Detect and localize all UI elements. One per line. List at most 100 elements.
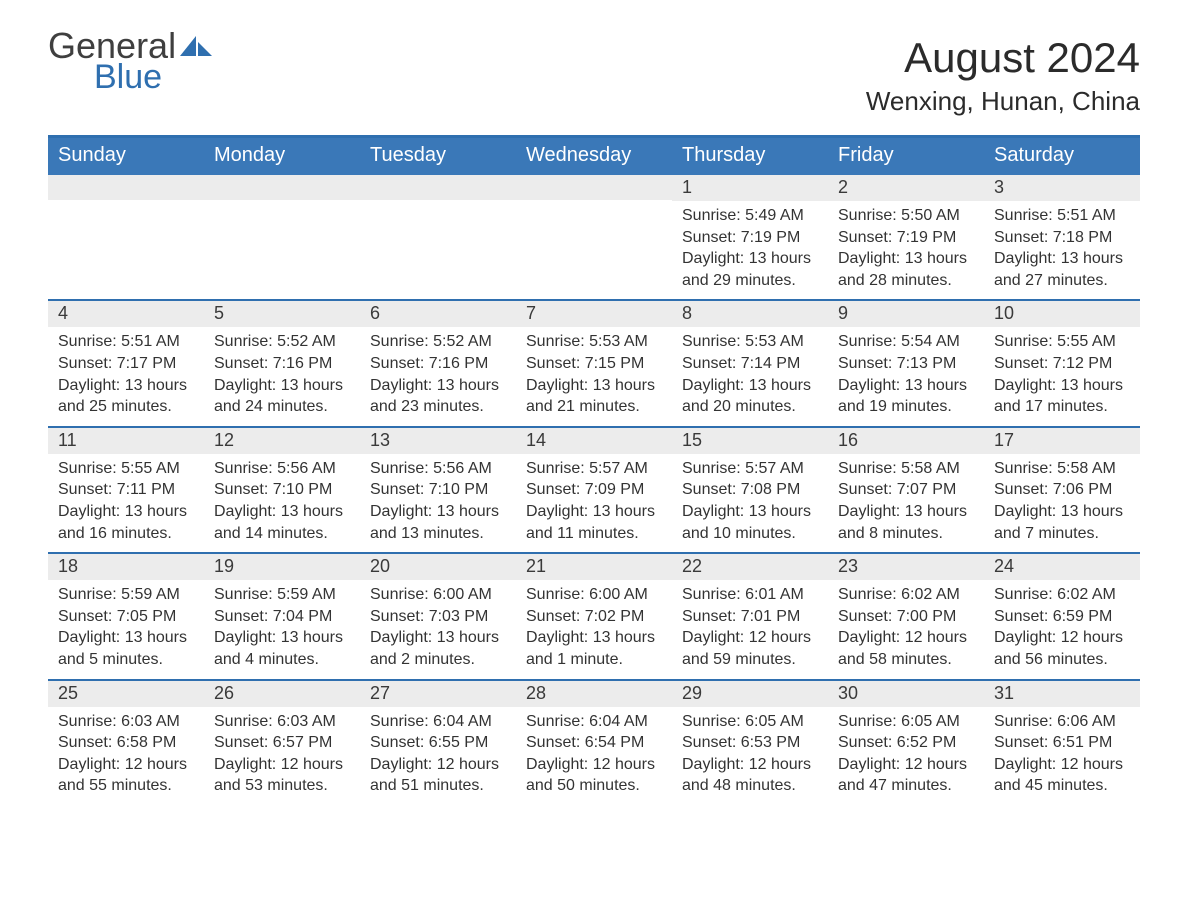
sunrise-text: Sunrise: 5:58 AM <box>994 458 1130 480</box>
sunset-text: Sunset: 7:09 PM <box>526 479 662 501</box>
dayname-monday: Monday <box>204 138 360 175</box>
daylight-text-line2: and 4 minutes. <box>214 649 350 671</box>
sunrise-text: Sunrise: 5:53 AM <box>526 331 662 353</box>
calendar-day-cell <box>48 175 204 299</box>
day-details: Sunrise: 5:51 AMSunset: 7:17 PMDaylight:… <box>48 327 204 417</box>
calendar-day-cell: 6Sunrise: 5:52 AMSunset: 7:16 PMDaylight… <box>360 301 516 425</box>
calendar-day-cell: 19Sunrise: 5:59 AMSunset: 7:04 PMDayligh… <box>204 554 360 678</box>
calendar-day-cell <box>516 175 672 299</box>
sunset-text: Sunset: 7:10 PM <box>214 479 350 501</box>
day-details: Sunrise: 6:00 AMSunset: 7:03 PMDaylight:… <box>360 580 516 670</box>
sunset-text: Sunset: 6:55 PM <box>370 732 506 754</box>
day-details: Sunrise: 6:00 AMSunset: 7:02 PMDaylight:… <box>516 580 672 670</box>
sunrise-text: Sunrise: 6:06 AM <box>994 711 1130 733</box>
day-number: 29 <box>672 681 828 707</box>
day-number <box>360 175 516 200</box>
day-details: Sunrise: 6:05 AMSunset: 6:53 PMDaylight:… <box>672 707 828 797</box>
daylight-text-line2: and 1 minute. <box>526 649 662 671</box>
day-details: Sunrise: 5:55 AMSunset: 7:12 PMDaylight:… <box>984 327 1140 417</box>
calendar-day-cell: 24Sunrise: 6:02 AMSunset: 6:59 PMDayligh… <box>984 554 1140 678</box>
day-number: 31 <box>984 681 1140 707</box>
sail-icon <box>180 34 214 62</box>
calendar-day-cell: 7Sunrise: 5:53 AMSunset: 7:15 PMDaylight… <box>516 301 672 425</box>
sunrise-text: Sunrise: 6:05 AM <box>838 711 974 733</box>
calendar-day-cell: 28Sunrise: 6:04 AMSunset: 6:54 PMDayligh… <box>516 681 672 805</box>
daylight-text-line2: and 23 minutes. <box>370 396 506 418</box>
sunrise-text: Sunrise: 5:51 AM <box>994 205 1130 227</box>
day-number <box>48 175 204 200</box>
dayname-saturday: Saturday <box>984 138 1140 175</box>
logo-text-blue: Blue <box>94 60 214 94</box>
calendar-day-cell: 1Sunrise: 5:49 AMSunset: 7:19 PMDaylight… <box>672 175 828 299</box>
day-details: Sunrise: 5:57 AMSunset: 7:09 PMDaylight:… <box>516 454 672 544</box>
day-details: Sunrise: 6:02 AMSunset: 6:59 PMDaylight:… <box>984 580 1140 670</box>
calendar-day-cell: 13Sunrise: 5:56 AMSunset: 7:10 PMDayligh… <box>360 428 516 552</box>
sunrise-text: Sunrise: 5:52 AM <box>214 331 350 353</box>
day-details: Sunrise: 6:04 AMSunset: 6:54 PMDaylight:… <box>516 707 672 797</box>
sunrise-text: Sunrise: 5:56 AM <box>370 458 506 480</box>
day-details: Sunrise: 5:59 AMSunset: 7:04 PMDaylight:… <box>204 580 360 670</box>
calendar-day-cell: 10Sunrise: 5:55 AMSunset: 7:12 PMDayligh… <box>984 301 1140 425</box>
daylight-text-line2: and 7 minutes. <box>994 523 1130 545</box>
day-details: Sunrise: 6:01 AMSunset: 7:01 PMDaylight:… <box>672 580 828 670</box>
day-details: Sunrise: 5:52 AMSunset: 7:16 PMDaylight:… <box>204 327 360 417</box>
day-number: 9 <box>828 301 984 327</box>
daylight-text-line1: Daylight: 12 hours <box>682 627 818 649</box>
day-number: 12 <box>204 428 360 454</box>
calendar-day-cell: 4Sunrise: 5:51 AMSunset: 7:17 PMDaylight… <box>48 301 204 425</box>
sunset-text: Sunset: 7:02 PM <box>526 606 662 628</box>
sunset-text: Sunset: 7:07 PM <box>838 479 974 501</box>
sunset-text: Sunset: 7:00 PM <box>838 606 974 628</box>
daylight-text-line1: Daylight: 13 hours <box>58 627 194 649</box>
daylight-text-line2: and 17 minutes. <box>994 396 1130 418</box>
day-number: 23 <box>828 554 984 580</box>
daylight-text-line2: and 28 minutes. <box>838 270 974 292</box>
sunset-text: Sunset: 6:51 PM <box>994 732 1130 754</box>
daylight-text-line1: Daylight: 13 hours <box>58 501 194 523</box>
sunset-text: Sunset: 6:57 PM <box>214 732 350 754</box>
sunrise-text: Sunrise: 5:50 AM <box>838 205 974 227</box>
daylight-text-line2: and 48 minutes. <box>682 775 818 797</box>
day-number: 21 <box>516 554 672 580</box>
calendar-day-cell: 8Sunrise: 5:53 AMSunset: 7:14 PMDaylight… <box>672 301 828 425</box>
sunrise-text: Sunrise: 6:00 AM <box>526 584 662 606</box>
sunset-text: Sunset: 7:08 PM <box>682 479 818 501</box>
sunrise-text: Sunrise: 6:01 AM <box>682 584 818 606</box>
location-subtitle: Wenxing, Hunan, China <box>866 86 1140 117</box>
day-details: Sunrise: 6:04 AMSunset: 6:55 PMDaylight:… <box>360 707 516 797</box>
sunrise-text: Sunrise: 6:00 AM <box>370 584 506 606</box>
calendar-week-row: 11Sunrise: 5:55 AMSunset: 7:11 PMDayligh… <box>48 426 1140 552</box>
calendar-day-cell: 20Sunrise: 6:00 AMSunset: 7:03 PMDayligh… <box>360 554 516 678</box>
day-number: 2 <box>828 175 984 201</box>
daylight-text-line2: and 16 minutes. <box>58 523 194 545</box>
day-details: Sunrise: 5:50 AMSunset: 7:19 PMDaylight:… <box>828 201 984 291</box>
sunset-text: Sunset: 7:03 PM <box>370 606 506 628</box>
sunset-text: Sunset: 7:05 PM <box>58 606 194 628</box>
daylight-text-line2: and 25 minutes. <box>58 396 194 418</box>
day-number: 1 <box>672 175 828 201</box>
page-header: General Blue August 2024 Wenxing, Hunan,… <box>48 28 1140 117</box>
calendar-day-cell <box>204 175 360 299</box>
day-details: Sunrise: 6:06 AMSunset: 6:51 PMDaylight:… <box>984 707 1140 797</box>
daylight-text-line1: Daylight: 13 hours <box>994 248 1130 270</box>
sunrise-text: Sunrise: 6:03 AM <box>58 711 194 733</box>
daylight-text-line1: Daylight: 13 hours <box>526 627 662 649</box>
daylight-text-line1: Daylight: 13 hours <box>994 375 1130 397</box>
daylight-text-line2: and 20 minutes. <box>682 396 818 418</box>
day-number: 11 <box>48 428 204 454</box>
daylight-text-line1: Daylight: 13 hours <box>994 501 1130 523</box>
calendar-week-row: 18Sunrise: 5:59 AMSunset: 7:05 PMDayligh… <box>48 552 1140 678</box>
sunrise-text: Sunrise: 5:57 AM <box>526 458 662 480</box>
sunrise-text: Sunrise: 5:51 AM <box>58 331 194 353</box>
sunset-text: Sunset: 6:59 PM <box>994 606 1130 628</box>
sunrise-text: Sunrise: 5:55 AM <box>994 331 1130 353</box>
daylight-text-line2: and 59 minutes. <box>682 649 818 671</box>
dayname-header-row: Sunday Monday Tuesday Wednesday Thursday… <box>48 138 1140 175</box>
calendar-day-cell: 15Sunrise: 5:57 AMSunset: 7:08 PMDayligh… <box>672 428 828 552</box>
sunset-text: Sunset: 7:11 PM <box>58 479 194 501</box>
day-number: 19 <box>204 554 360 580</box>
day-number: 17 <box>984 428 1140 454</box>
sunrise-text: Sunrise: 5:56 AM <box>214 458 350 480</box>
sunset-text: Sunset: 7:19 PM <box>838 227 974 249</box>
sunrise-text: Sunrise: 5:55 AM <box>58 458 194 480</box>
